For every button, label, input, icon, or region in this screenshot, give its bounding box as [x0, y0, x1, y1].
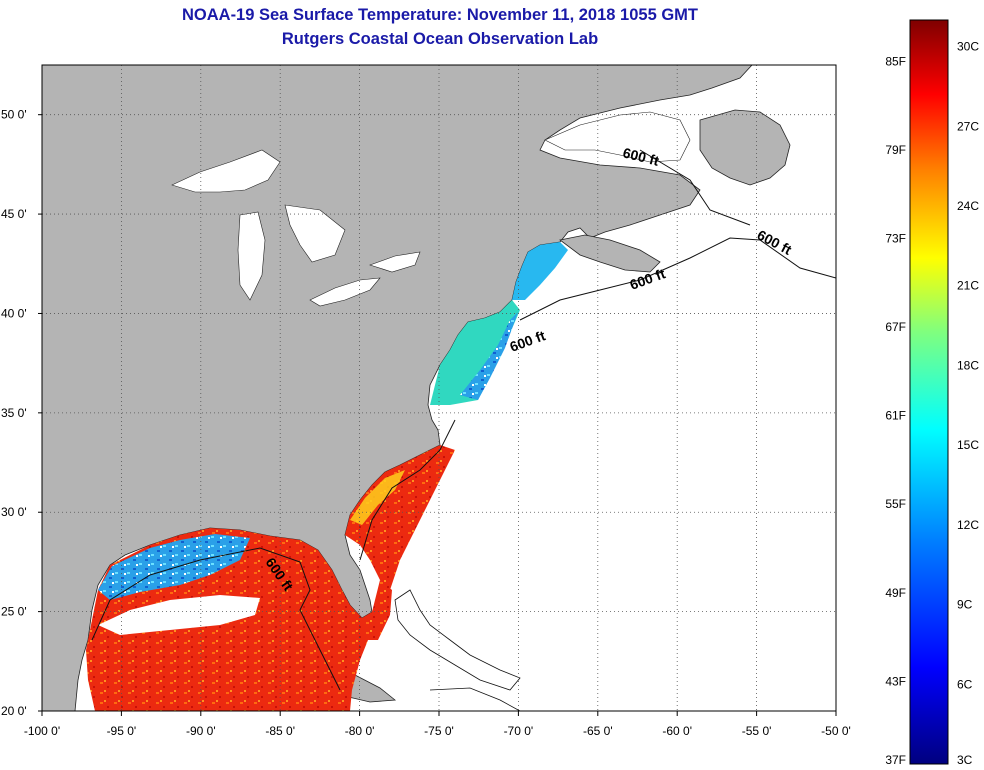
- sst-southeast-atlantic: [345, 445, 455, 590]
- lake-superior: [171, 149, 281, 193]
- colorbar-celsius-labels: 30C 27C 24C 21C 18C 15C 12C 9C 6C 3C: [957, 40, 979, 767]
- land-newfoundland: [699, 109, 791, 186]
- longitude-tick-label: -80 0': [345, 724, 375, 738]
- lake-michigan: [237, 211, 266, 301]
- longitude-tick-label: -70 0': [504, 724, 534, 738]
- longitude-tick-label: -85 0': [265, 724, 295, 738]
- sst-gulf-stream-edge: [350, 470, 405, 525]
- colorbar-fahrenheit-label: 67F: [885, 320, 906, 334]
- isobath-600ft-gslr: [639, 149, 751, 226]
- colorbar-celsius-label: 3C: [957, 753, 973, 767]
- hispaniola-outline: [429, 687, 521, 711]
- sst-mid-atlantic-offshore: [460, 312, 518, 400]
- colorbar-fahrenheit-label: 43F: [885, 674, 906, 688]
- longitude-tick-label: -50 0': [821, 724, 851, 738]
- longitude-tick-label: -95 0': [107, 724, 137, 738]
- isobath-600ft-southeast: [359, 419, 456, 561]
- longitude-tick-label: -55 0': [742, 724, 772, 738]
- sst-mid-atlantic: [430, 300, 520, 405]
- longitude-tick-label: -100 0': [24, 724, 60, 738]
- colorbar: [909, 19, 949, 765]
- latitude-tick-labels: 20 0' 25 0' 30 0' 35 0' 40 0' 45 0' 50 0': [1, 108, 42, 718]
- bahamas-banks: [394, 589, 521, 691]
- lake-ontario: [369, 251, 421, 273]
- colorbar-fahrenheit-label: 49F: [885, 586, 906, 600]
- sst-gulf-of-maine: [512, 242, 568, 300]
- longitude-tick-label: -75 0': [424, 724, 454, 738]
- colorbar-fahrenheit-label: 79F: [885, 143, 906, 157]
- longitude-tick-label: -60 0': [662, 724, 692, 738]
- latitude-tick-label: 40 0': [1, 306, 27, 320]
- longitude-tick-label: -65 0': [583, 724, 613, 738]
- graticule: [42, 65, 836, 711]
- colorbar-fahrenheit-labels: 85F 79F 73F 67F 61F 55F 49F 43F 37F: [885, 54, 906, 767]
- colorbar-celsius-label: 27C: [957, 119, 979, 133]
- colorbar-fahrenheit-label: 55F: [885, 497, 906, 511]
- map-subtitle: Rutgers Coastal Ocean Observation Lab: [281, 30, 599, 48]
- latitude-tick-label: 35 0': [1, 406, 27, 420]
- colorbar-celsius-label: 18C: [957, 358, 979, 372]
- latitude-tick-label: 20 0': [1, 704, 27, 718]
- latitude-tick-label: 50 0': [1, 108, 27, 122]
- colorbar-celsius-label: 24C: [957, 199, 979, 213]
- longitude-tick-label: -90 0': [186, 724, 216, 738]
- colorbar-fahrenheit-label: 61F: [885, 409, 906, 423]
- colorbar-celsius-label: 30C: [957, 40, 979, 54]
- isobath-600ft-north: [519, 237, 836, 321]
- latitude-tick-label: 25 0': [1, 605, 27, 619]
- sst-florida-strait: [368, 580, 392, 640]
- longitude-tick-labels: -100 0' -95 0' -90 0' -85 0' -80 0' -75 0' -70…: [24, 711, 851, 738]
- gulf-st-lawrence: [544, 111, 691, 163]
- colorbar-celsius-label: 9C: [957, 598, 973, 612]
- colorbar-celsius-label: 21C: [957, 279, 979, 293]
- lake-huron: [284, 204, 346, 263]
- colorbar-celsius-label: 12C: [957, 518, 979, 532]
- colorbar-fahrenheit-label: 85F: [885, 54, 906, 68]
- map-title: NOAA-19 Sea Surface Temperature: Novembe…: [181, 6, 698, 24]
- isobath-600ft-gulf: [91, 547, 341, 691]
- latitude-tick-label: 45 0': [1, 207, 27, 221]
- colorbar-fahrenheit-label: 73F: [885, 231, 906, 245]
- sst-gulf-cloud-gap: [98, 595, 260, 635]
- latitude-tick-label: 30 0': [1, 505, 27, 519]
- colorbar-celsius-label: 6C: [957, 677, 973, 691]
- colorbar-celsius-label: 15C: [957, 438, 979, 452]
- lake-erie: [309, 277, 381, 307]
- colorbar-fahrenheit-label: 37F: [885, 753, 906, 767]
